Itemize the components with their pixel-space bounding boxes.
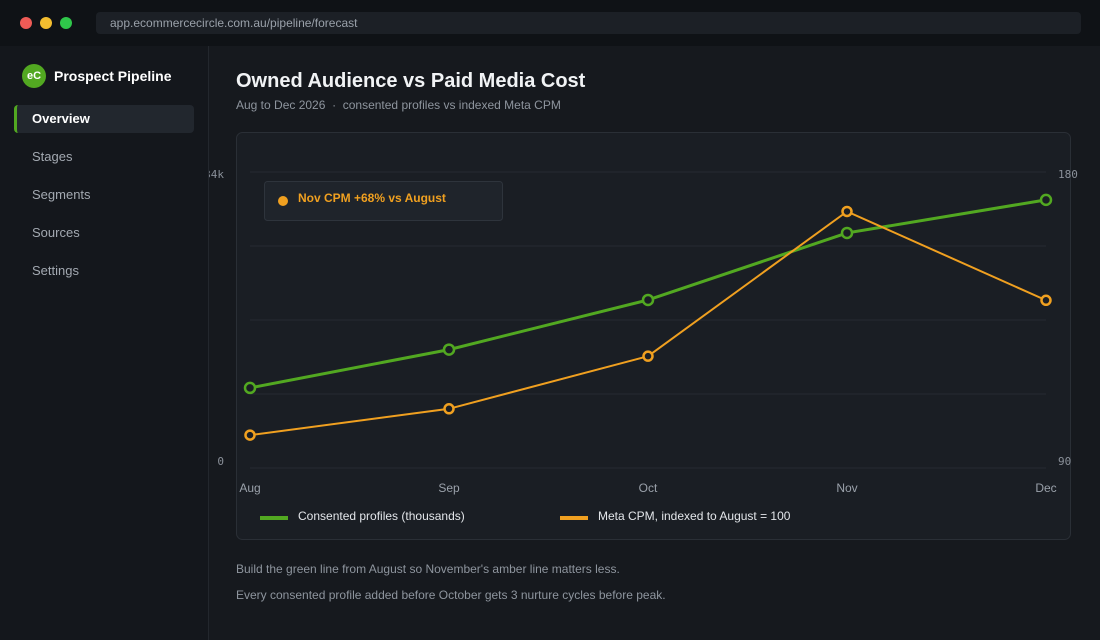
data-point <box>1039 193 1053 207</box>
y-tick-label: 34k <box>204 168 224 181</box>
annotation: Nov CPM +68% vs August <box>298 191 446 205</box>
data-point <box>642 350 654 362</box>
logo: eC <box>22 64 46 88</box>
nav-item[interactable]: Sources <box>32 225 80 240</box>
nav-item[interactable]: Settings <box>32 263 79 278</box>
data-point <box>443 403 455 415</box>
data-point <box>841 205 853 218</box>
data-point <box>641 293 655 307</box>
legend-label: Meta CPM, indexed to August = 100 <box>598 509 791 523</box>
x-tick-label: Oct <box>639 481 658 495</box>
minimize-button[interactable] <box>40 17 52 29</box>
nav-item[interactable]: Segments <box>32 187 91 202</box>
y2-tick-label: 90 <box>1058 455 1071 468</box>
nav-item[interactable]: Stages <box>32 149 73 164</box>
data-point <box>244 429 256 441</box>
close-button[interactable] <box>20 17 32 29</box>
data-point <box>243 381 257 395</box>
note: Build the green line from August so Nove… <box>236 562 620 576</box>
annotation-dot <box>278 196 288 206</box>
chart-subtitle: Aug to Dec 2026 · consented profiles vs … <box>236 98 561 112</box>
note: Every consented profile added before Oct… <box>236 588 666 602</box>
sidebar: eC Prospect Pipeline Overview Stages Segme… <box>0 46 209 640</box>
y2-tick-label: 180 <box>1058 168 1078 181</box>
data-point <box>840 226 854 240</box>
chart-card <box>236 132 1071 540</box>
x-tick-label: Dec <box>1035 481 1056 495</box>
annotation-box <box>264 181 503 221</box>
x-tick-label: Aug <box>239 481 260 495</box>
data-point <box>442 343 456 356</box>
maximize-button[interactable] <box>60 17 72 29</box>
nav-item[interactable]: Overview <box>14 105 194 133</box>
app-name: Prospect Pipeline <box>54 68 172 84</box>
x-tick-label: Sep <box>438 481 460 495</box>
data-point <box>1040 294 1052 307</box>
x-tick-label: Nov <box>836 481 857 495</box>
url-bar[interactable]: app.ecommercecircle.com.au/pipeline/fore… <box>96 12 1081 34</box>
y-tick-label: 0 <box>217 455 224 468</box>
legend-label: Consented profiles (thousands) <box>298 509 465 523</box>
browser-bar: app.ecommercecircle.com.au/pipeline/fore… <box>0 0 1100 46</box>
chart-title: Owned Audience vs Paid Media Cost <box>236 70 586 92</box>
